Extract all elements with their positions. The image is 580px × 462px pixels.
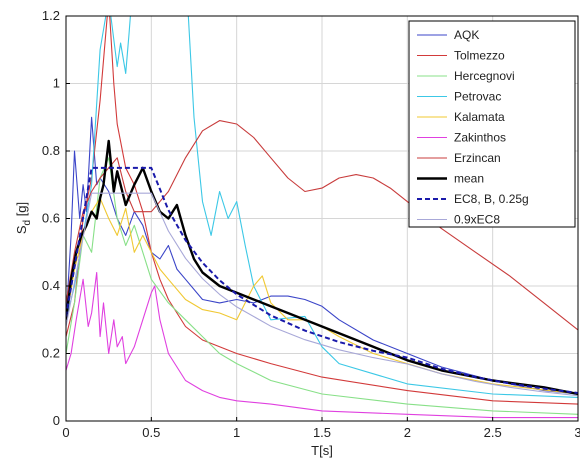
x-tick-label: 2.5 bbox=[484, 425, 502, 440]
legend-label-hercegnovi: Hercegnovi bbox=[454, 69, 515, 83]
data-series bbox=[66, 16, 578, 419]
legend-label-aqk: AQK bbox=[454, 28, 479, 42]
series-line-hercegnovi bbox=[66, 157, 578, 415]
legend-label-ec8-b-0-25g: EC8, B, 0.25g bbox=[454, 192, 529, 206]
series-line-mean bbox=[66, 139, 578, 396]
y-axis-label-main: S bbox=[14, 225, 29, 234]
legend-label-tolmezzo: Tolmezzo bbox=[454, 49, 505, 63]
x-tick-label: 0 bbox=[62, 425, 69, 440]
x-tick-label: 0.5 bbox=[142, 425, 160, 440]
x-axis-label: T[s] bbox=[311, 443, 333, 458]
legend-label-0-9xec8: 0.9xEC8 bbox=[454, 213, 500, 227]
y-axis-label-sub: d bbox=[22, 220, 33, 226]
x-tick-label: 3 bbox=[574, 425, 580, 440]
x-tick-label: 1.5 bbox=[313, 425, 331, 440]
y-tick-label: 1 bbox=[53, 76, 60, 91]
y-tick-label: 1.2 bbox=[42, 8, 60, 23]
y-axis-label: Sd [g] bbox=[14, 202, 33, 234]
legend: AQK Tolmezzo Hercegnovi Petrovac Kalamata Zak… bbox=[408, 20, 576, 228]
series-line-ec8-b-0-25g bbox=[66, 166, 578, 394]
legend-label-mean: mean bbox=[454, 172, 484, 186]
x-tick-label: 1 bbox=[233, 425, 240, 440]
axis-ticks: 0 0.5 1 1.5 2 2.5 3 0 0.2 0.4 0.6 0.8 1 1.2 bbox=[42, 8, 580, 440]
y-tick-label: 0.8 bbox=[42, 143, 60, 158]
legend-label-kalamata: Kalamata bbox=[454, 110, 505, 124]
legend-label-zakinthos: Zakinthos bbox=[454, 131, 506, 145]
y-tick-label: 0.4 bbox=[42, 278, 60, 293]
y-tick-label: 0.2 bbox=[42, 346, 60, 361]
series-line-zakinthos bbox=[66, 271, 578, 419]
x-tick-label: 2 bbox=[404, 425, 411, 440]
y-tick-label: 0 bbox=[53, 413, 60, 428]
legend-label-petrovac: Petrovac bbox=[454, 90, 501, 104]
legend-label-erzincan: Erzincan bbox=[454, 151, 501, 165]
y-axis-label-unit: [g] bbox=[14, 202, 29, 220]
series-line-kalamata bbox=[66, 197, 578, 395]
y-tick-label: 0.6 bbox=[42, 211, 60, 226]
series-line-aqk bbox=[66, 116, 578, 395]
series-line-0-9xec8 bbox=[66, 192, 578, 397]
series-line-petrovac bbox=[66, 16, 578, 398]
